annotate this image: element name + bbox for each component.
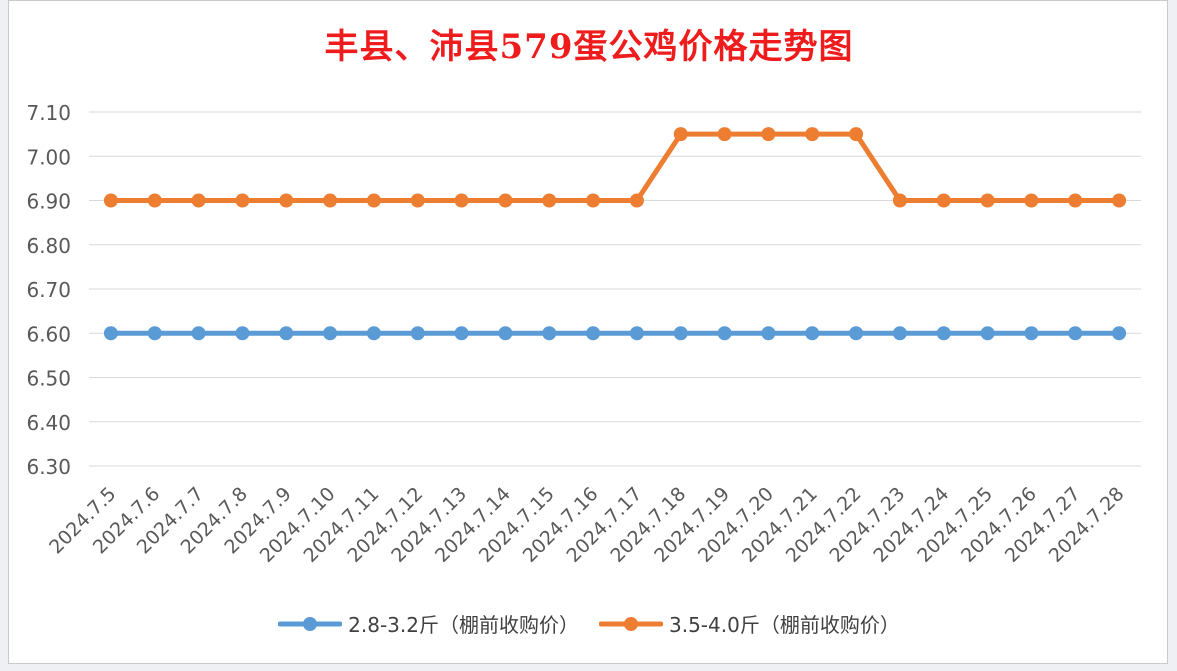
data-point <box>805 326 820 341</box>
legend: 2.8-3.2斤（棚前收购价） 3.5-4.0斤（棚前收购价） <box>9 609 1169 638</box>
data-point <box>147 326 162 341</box>
data-point <box>673 127 688 142</box>
y-tick-label: 7.10 <box>26 101 71 125</box>
chart-title: 丰县、沛县579蛋公鸡价格走势图 <box>324 27 854 67</box>
data-point <box>717 326 732 341</box>
y-tick-label: 6.80 <box>26 234 71 258</box>
legend-item-2: 3.5-4.0斤（棚前收购价） <box>599 609 900 638</box>
y-tick-label: 6.90 <box>26 190 71 214</box>
legend-label: 2.8-3.2斤（棚前收购价） <box>348 613 579 637</box>
plot-area: 7.107.006.906.806.706.606.506.406.30 202… <box>26 101 1141 567</box>
data-point <box>936 193 951 208</box>
y-tick-label: 6.30 <box>26 455 71 479</box>
legend-swatch <box>278 616 343 631</box>
data-point <box>936 326 951 341</box>
data-point <box>191 326 206 341</box>
data-point <box>629 193 644 208</box>
data-point <box>629 326 644 341</box>
data-point <box>498 326 513 341</box>
data-point <box>279 193 294 208</box>
legend-item-1: 2.8-3.2斤（棚前收购价） <box>278 609 579 638</box>
data-point <box>892 326 907 341</box>
data-point <box>103 326 118 341</box>
data-point <box>454 326 469 341</box>
legend-label: 3.5-4.0斤（棚前收购价） <box>669 613 900 637</box>
y-tick-label: 6.70 <box>26 278 71 302</box>
data-point <box>980 193 995 208</box>
data-point <box>323 193 338 208</box>
data-point <box>410 193 425 208</box>
data-point <box>1112 193 1127 208</box>
series-line-2 <box>108 131 1122 203</box>
data-point <box>366 193 381 208</box>
legend-swatch <box>599 616 663 631</box>
data-point <box>542 326 557 341</box>
data-point <box>586 326 601 341</box>
data-point <box>849 127 864 142</box>
data-point <box>1024 193 1039 208</box>
data-point <box>761 127 776 142</box>
data-point <box>191 193 206 208</box>
data-point <box>235 326 250 341</box>
data-point <box>892 193 907 208</box>
y-tick-label: 6.40 <box>26 411 71 435</box>
y-tick-label: 6.50 <box>26 367 71 391</box>
data-point <box>1068 193 1083 208</box>
data-point <box>761 326 776 341</box>
y-tick-label: 7.00 <box>26 145 71 169</box>
data-point <box>849 326 864 341</box>
data-point <box>279 326 294 341</box>
data-point <box>980 326 995 341</box>
data-point <box>147 193 162 208</box>
data-point <box>586 193 601 208</box>
data-point <box>542 193 557 208</box>
data-point <box>410 326 425 341</box>
data-point <box>1112 326 1127 341</box>
data-point <box>454 193 469 208</box>
data-point <box>1024 326 1039 341</box>
data-point <box>366 326 381 341</box>
chart-frame: 丰县、沛县579蛋公鸡价格走势图 7.10 7.00 6.90 6.80 6.70 6.6… <box>8 0 1168 664</box>
data-point <box>498 193 513 208</box>
data-point <box>1068 326 1083 341</box>
data-point <box>805 127 820 142</box>
data-point <box>717 127 732 142</box>
data-point <box>103 193 118 208</box>
data-point <box>323 326 338 341</box>
data-point <box>673 326 688 341</box>
data-point <box>235 193 250 208</box>
y-tick-label: 6.60 <box>26 322 71 346</box>
